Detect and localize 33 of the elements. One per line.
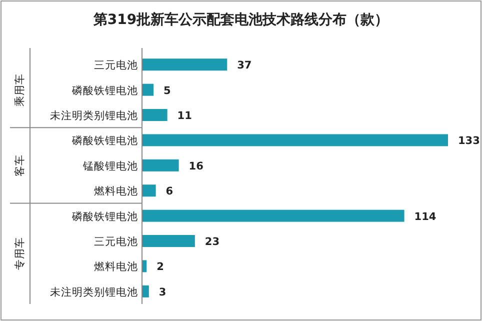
y-tick-label: 锰酸锂电池: [82, 159, 138, 172]
data-label: 133: [458, 135, 480, 148]
data-label: 2: [156, 261, 164, 274]
y-tick-label: 燃料电池: [94, 184, 138, 198]
chart-title: 第319批新车公示配套电池技术路线分布（款）: [92, 11, 389, 28]
bar: [142, 285, 149, 298]
data-label: 5: [164, 84, 171, 97]
bar: [142, 58, 228, 71]
data-label: 6: [166, 186, 174, 198]
text: 乘用车: [12, 73, 26, 106]
bar: [142, 159, 179, 172]
bar: [142, 134, 448, 146]
bar: [142, 84, 154, 96]
bar: [142, 235, 195, 247]
data-label: 11: [177, 110, 192, 122]
data-label: 37: [237, 60, 252, 72]
text: 客车: [12, 154, 26, 176]
y-tick-label: 未注明类别锂电池: [50, 285, 138, 298]
y-tick-label: 三元电池: [94, 235, 138, 248]
bar: [142, 184, 156, 197]
y-tick-label: 三元电池: [94, 58, 138, 72]
data-label: 23: [204, 236, 220, 248]
text: 专用车: [12, 237, 26, 270]
data-label: 16: [188, 160, 204, 172]
y-tick-label: 磷酸铁锂电池: [71, 210, 138, 223]
y-tick-label: 燃料电池: [94, 260, 138, 274]
y-tick-label: 未注明类别锂电池: [50, 109, 138, 122]
bar: [142, 109, 168, 121]
bar: [142, 210, 404, 222]
y-tick-label: 磷酸铁锂电池: [71, 84, 138, 97]
data-label: 3: [158, 286, 166, 298]
data-label: 114: [414, 210, 436, 223]
y-tick-label: 磷酸铁锂电池: [71, 134, 138, 148]
